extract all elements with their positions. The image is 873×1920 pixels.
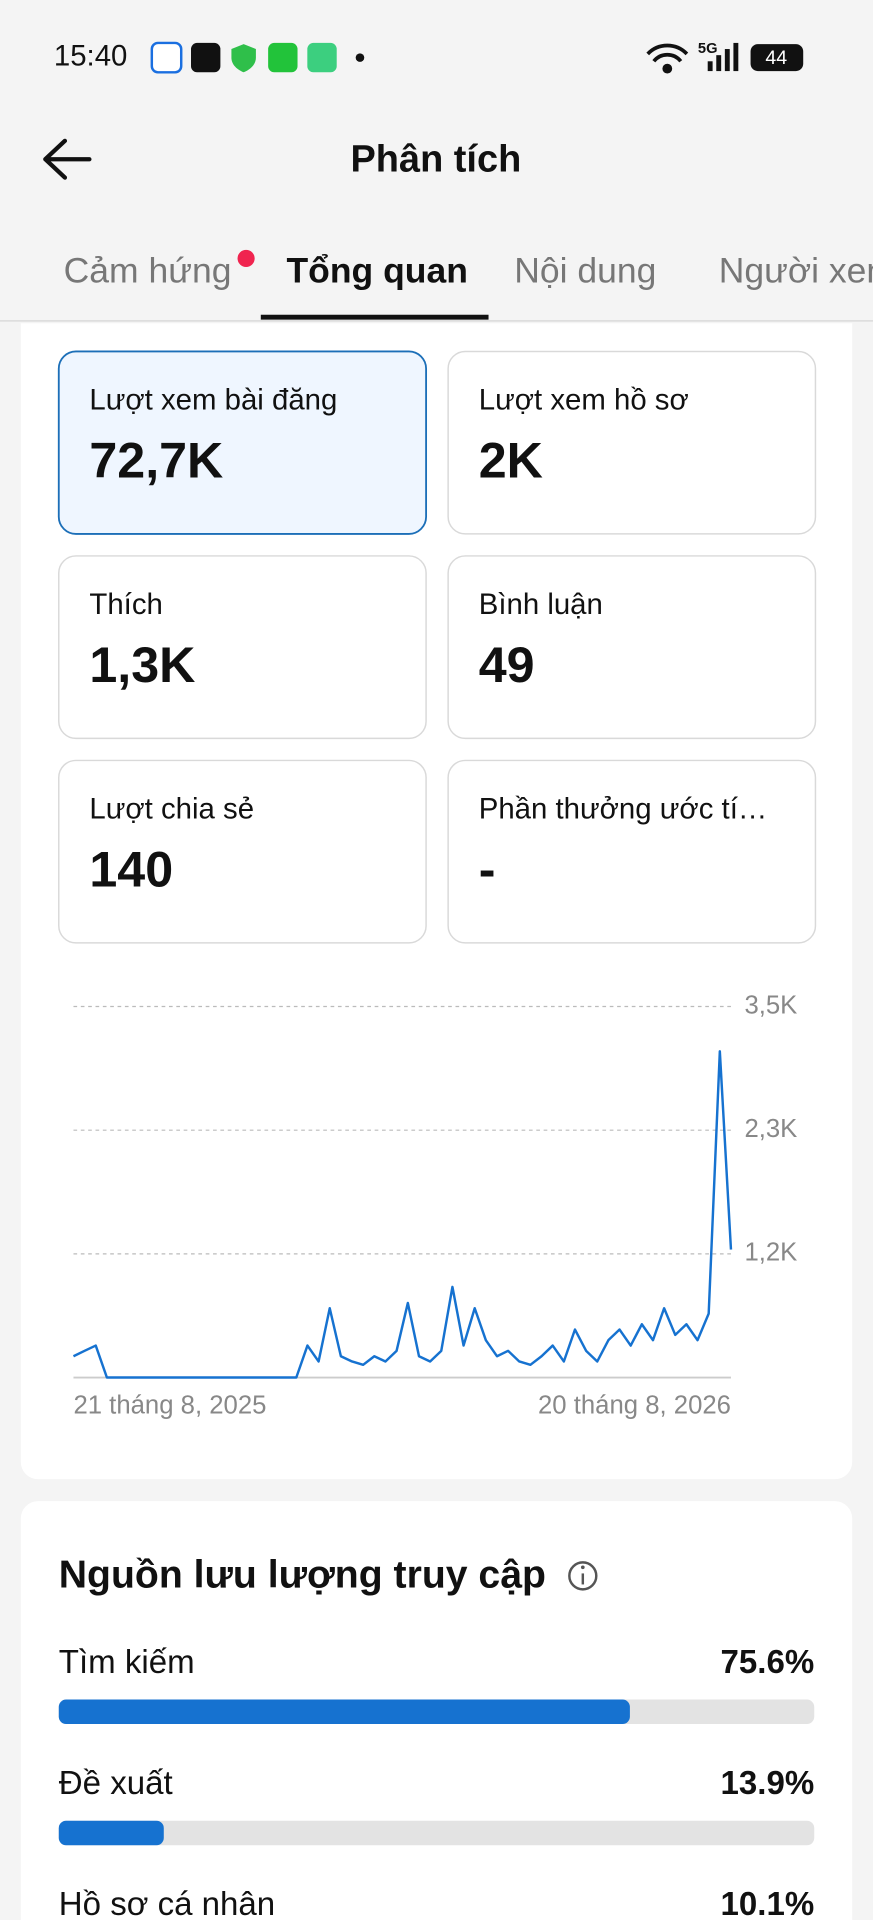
y-tick-label: 1,2K xyxy=(744,1239,797,1267)
card-background xyxy=(447,555,817,740)
source-percent: 13.9% xyxy=(721,1765,815,1802)
tab[interactable]: Người xem xyxy=(719,250,873,290)
status-time: 15:40 xyxy=(54,39,128,72)
metric-value: 2K xyxy=(479,432,543,488)
card-background xyxy=(57,350,428,535)
metric-value: 72,7K xyxy=(89,432,223,488)
page-title: Phân tích xyxy=(351,139,522,181)
traffic-sources: Nguồn lưu lượng truy cập Tìm kiếm 75.6% Đề… xyxy=(58,1553,815,1920)
metric-label: Lượt xem hồ sơ xyxy=(479,383,689,416)
metric-card[interactable]: Phần thưởng ước tí… - xyxy=(447,759,817,944)
section-title: Nguồn lưu lượng truy cập xyxy=(59,1553,546,1596)
metric-label: Bình luận xyxy=(479,588,603,621)
tab[interactable]: Nội dung xyxy=(514,250,656,290)
y-tick-label: 2,3K xyxy=(744,1115,797,1143)
back-button[interactable] xyxy=(43,138,92,180)
tab[interactable]: Tổng quan xyxy=(287,250,468,290)
battery-level: 44 xyxy=(765,47,787,69)
metric-card[interactable]: Thích 1,3K xyxy=(58,555,427,740)
line-chart: 1,2K 2,3K 3,5K 21 tháng 8, 2025 20 tháng 8, … xyxy=(72,991,797,1420)
source-percent: 10.1% xyxy=(721,1886,815,1920)
metric-label: Lượt chia sẻ xyxy=(89,792,254,825)
battery-icon xyxy=(750,44,804,72)
metric-value: 140 xyxy=(89,841,173,897)
metric-card[interactable]: Lượt chia sẻ 140 xyxy=(58,759,427,944)
metric-card[interactable]: Bình luận 49 xyxy=(447,555,817,740)
metric-label: Phần thưởng ước tí… xyxy=(479,792,768,825)
source-name: Hồ sơ cá nhân xyxy=(59,1886,275,1920)
source-name: Đề xuất xyxy=(59,1765,173,1802)
metric-card[interactable]: Lượt xem bài đăng 72,7K xyxy=(57,350,428,535)
active-tab-indicator xyxy=(260,314,489,320)
source-name: Tìm kiếm xyxy=(59,1644,195,1681)
tab-badge xyxy=(237,249,255,267)
card-background xyxy=(58,759,427,944)
source-percent: 75.6% xyxy=(721,1644,815,1681)
data-line xyxy=(72,1050,733,1379)
metric-value: 49 xyxy=(479,637,535,693)
signal-icon xyxy=(707,42,739,72)
tab-bar: Cảm hứng Tổng quan Nội dung Người xem xyxy=(64,250,873,290)
bar-fill xyxy=(58,1820,164,1846)
network-type: 5G xyxy=(698,41,718,57)
tab[interactable]: Cảm hứng xyxy=(64,250,232,290)
metric-value: 1,3K xyxy=(89,637,195,693)
info-icon[interactable] xyxy=(568,1561,598,1591)
metric-label: Thích xyxy=(89,588,162,621)
wifi-icon xyxy=(646,43,689,74)
metric-grid: Lượt xem bài đăng 72,7K Lượt xem hồ sơ 2K Th… xyxy=(57,350,817,944)
bar-track xyxy=(58,1820,815,1846)
card-background xyxy=(58,555,427,740)
y-tick-label: 3,5K xyxy=(744,991,797,1019)
x-tick-label: 21 tháng 8, 2025 xyxy=(73,1392,266,1420)
x-tick-label: 20 tháng 8, 2026 xyxy=(538,1392,731,1420)
card-background xyxy=(447,350,817,535)
metric-value: - xyxy=(479,841,496,897)
card-background xyxy=(447,759,817,944)
metric-label: Lượt xem bài đăng xyxy=(89,383,337,416)
bar-fill xyxy=(58,1699,630,1725)
notification-icons xyxy=(150,41,365,74)
metric-card[interactable]: Lượt xem hồ sơ 2K xyxy=(447,350,817,535)
